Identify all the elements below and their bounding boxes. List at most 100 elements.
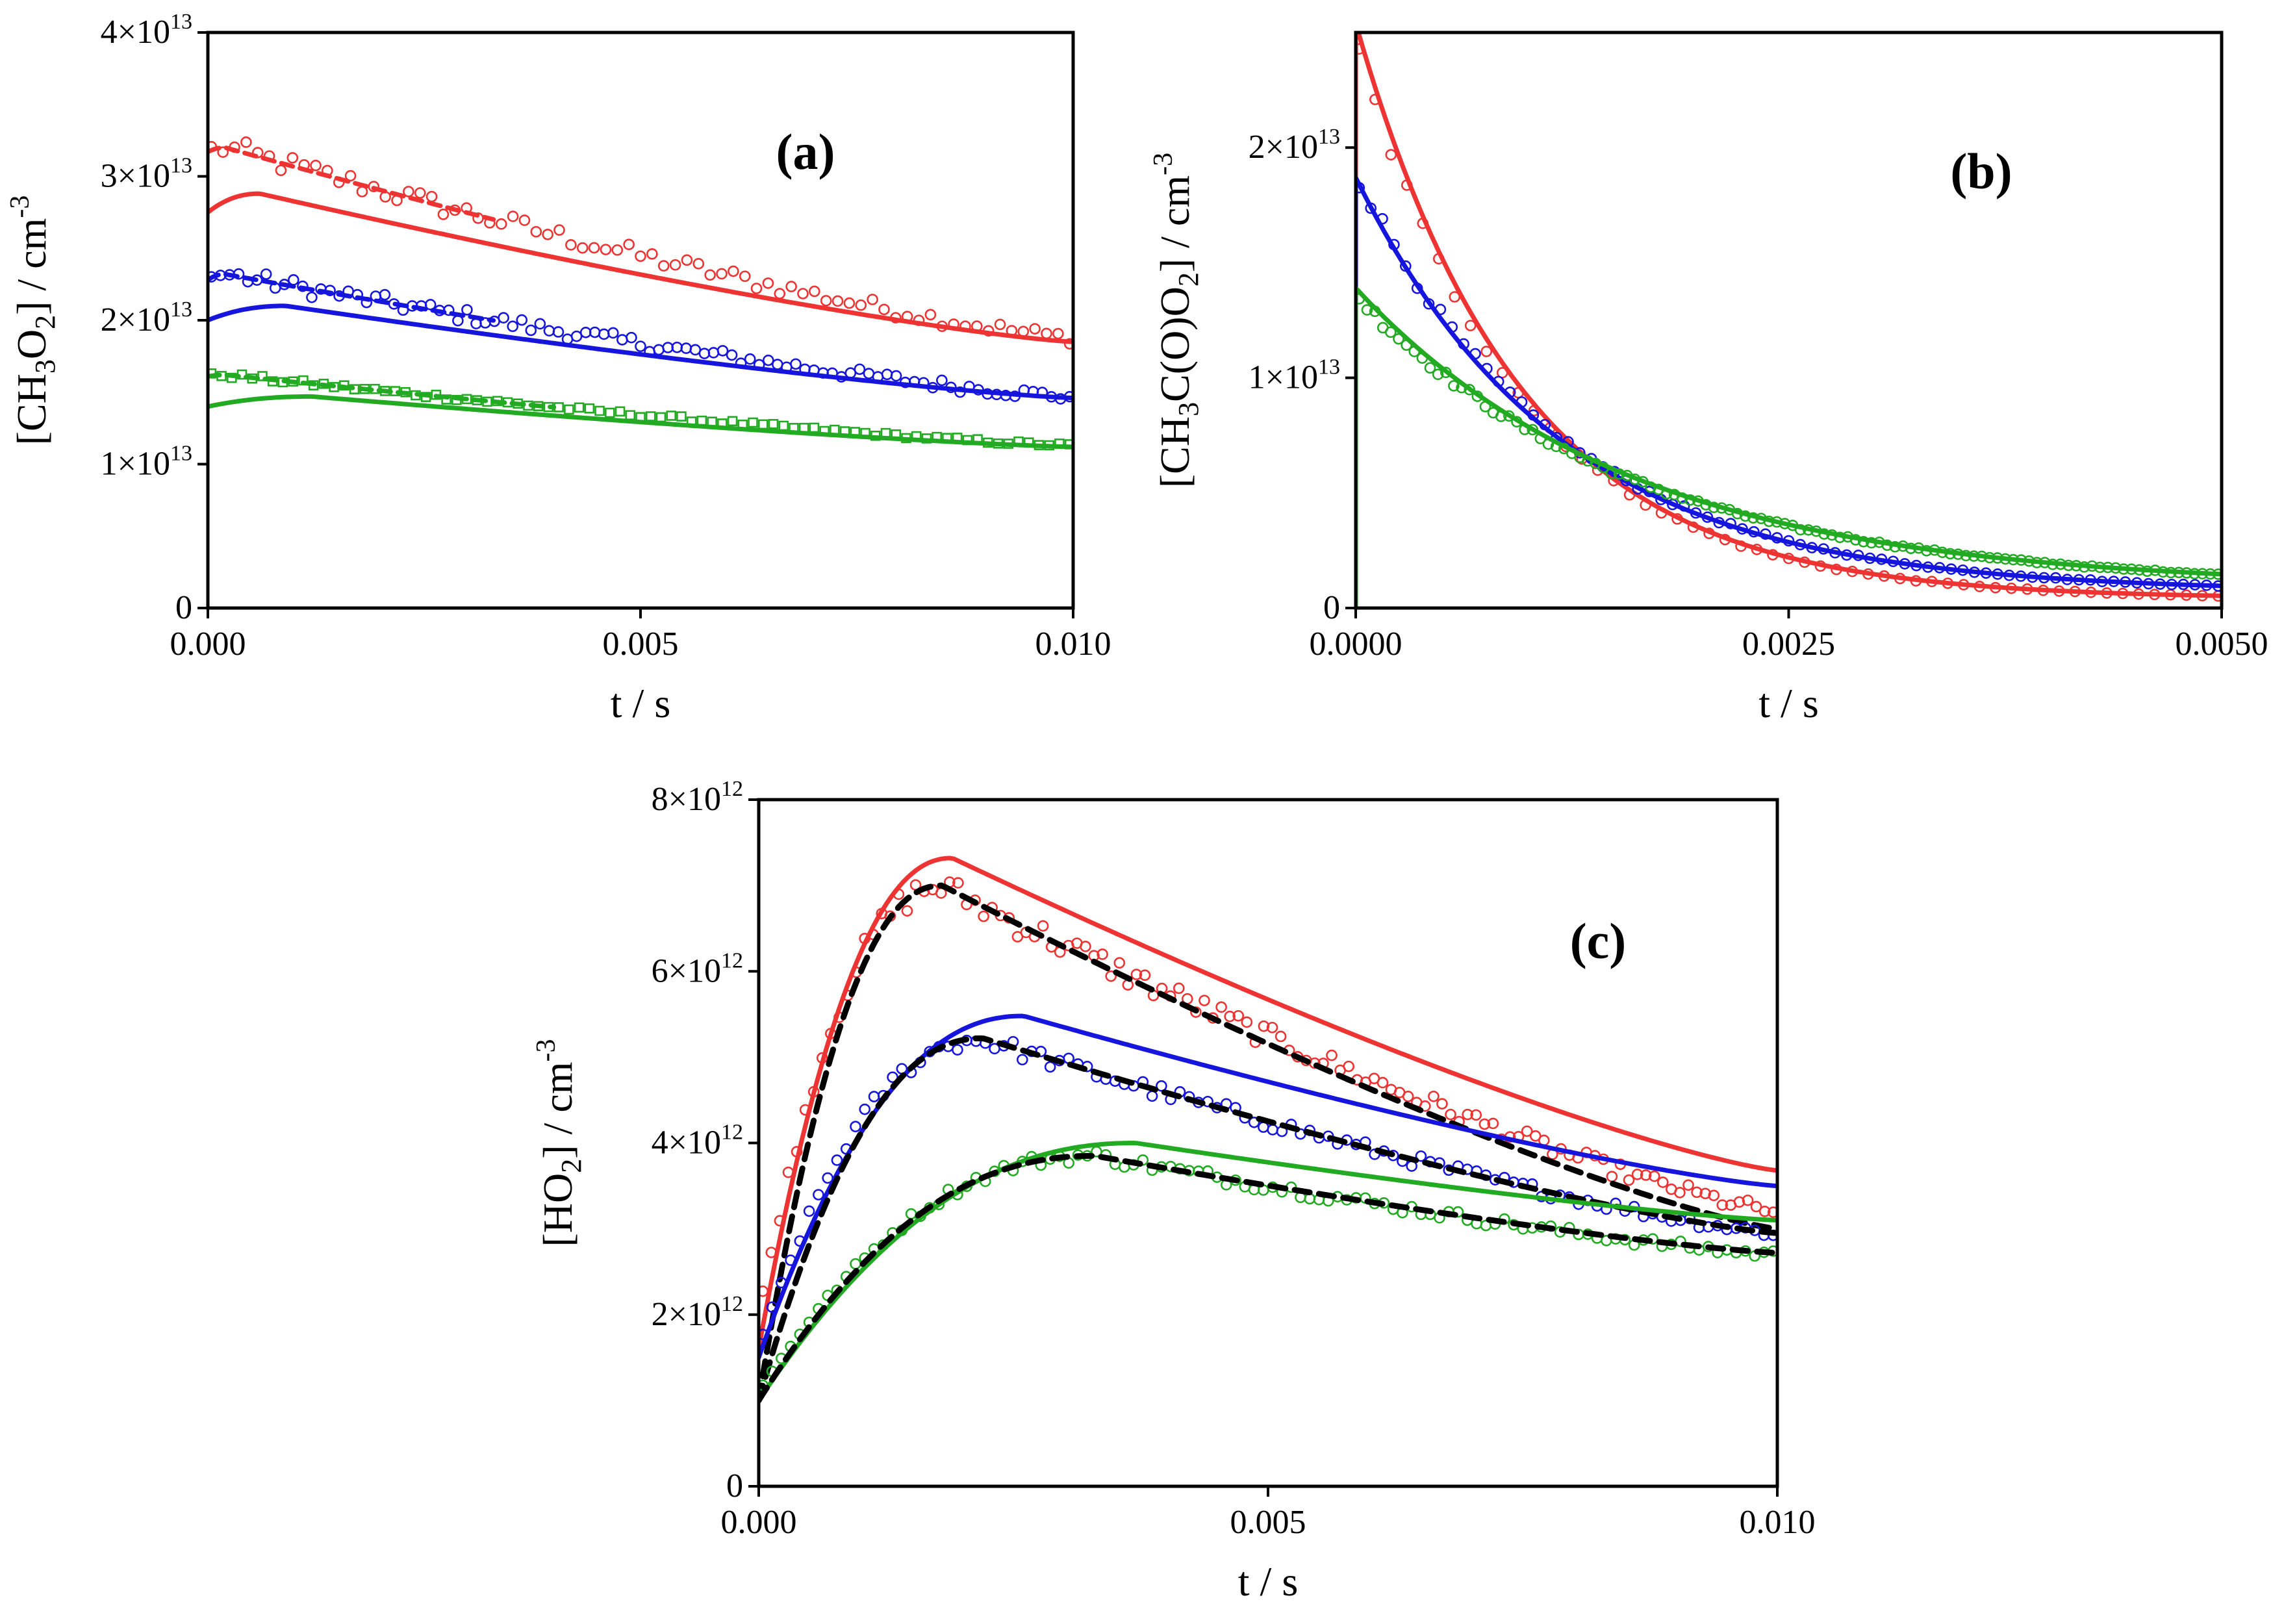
data-point-red-data <box>495 218 507 230</box>
data-point-red-data <box>2133 588 2145 600</box>
data-point-blue-data <box>662 342 674 353</box>
data-point-green-data <box>1448 380 1460 392</box>
panel-b: 0.0000 0.0025 0.0050 0 1×1013 2×1013 t / s [CH3… <box>1148 31 2268 726</box>
x-axis-title: t / s <box>1758 680 1818 726</box>
y-tick-label: 0 <box>1323 589 1340 626</box>
data-point-red-data <box>809 285 820 298</box>
data-point-green-data <box>1952 548 1964 560</box>
data-point-green-data <box>921 433 932 444</box>
data-point-blue-data <box>2096 576 2108 588</box>
data-point-green-data <box>2047 559 2059 570</box>
data-point-red-data <box>1343 1060 1354 1072</box>
data-point-red-data <box>1029 323 1041 335</box>
data-point-red-data <box>890 312 902 324</box>
data-point-red-data <box>1097 948 1108 960</box>
data-point-red-data <box>2085 587 2097 598</box>
data-point-green-data <box>2031 557 2043 568</box>
data-point-green-data <box>298 375 309 386</box>
data-point-blue-data <box>859 1103 871 1115</box>
data-point-green-data <box>1708 501 1720 513</box>
plot-area <box>759 856 1777 1404</box>
data-point-red-data <box>1640 1169 1652 1181</box>
data-point-red-data <box>782 1166 794 1178</box>
plot-area <box>208 136 1073 451</box>
data-point-blue-data <box>516 314 528 326</box>
data-point-blue-data <box>1992 568 2003 580</box>
data-point-red-data <box>1767 549 1779 561</box>
data-point-green-data <box>942 433 952 444</box>
data-point-green-data <box>400 387 411 398</box>
data-point-red-data <box>1462 1108 1473 1121</box>
data-point-green-data <box>901 433 911 444</box>
data-point-red-data <box>924 309 937 321</box>
data-point-red-data <box>1232 1009 1245 1022</box>
data-point-blue-data <box>470 318 482 329</box>
data-point-red-data <box>1878 570 1890 582</box>
data-point-red-data <box>484 217 496 229</box>
data-point-green-data <box>1519 424 1530 435</box>
data-point-green-data <box>411 390 421 401</box>
data-point-blue-data <box>1968 566 1981 578</box>
data-point-red-data <box>1671 513 1683 525</box>
data-point-green-data <box>1558 442 1570 455</box>
data-point-blue-data <box>1492 375 1504 388</box>
data-point-blue-data <box>598 328 610 340</box>
data-point-green-data <box>2094 561 2106 574</box>
data-point-green-data <box>737 419 748 430</box>
data-point-red-data <box>1173 982 1185 995</box>
data-point-red-data <box>1478 1118 1491 1130</box>
data-point-green-data <box>2165 566 2177 579</box>
data-point-red-data <box>461 202 472 214</box>
series-line-red-model <box>759 856 1777 1352</box>
data-point-red-data <box>1894 572 1906 585</box>
data-point-red-data <box>2005 582 2018 594</box>
data-point-red-data <box>913 314 925 326</box>
data-point-blue-data <box>297 280 309 292</box>
data-point-blue-data <box>698 348 711 359</box>
data-point-green-data <box>1054 438 1065 449</box>
data-point-blue-data <box>1957 564 1969 576</box>
data-point-green-data <box>1550 440 1562 453</box>
data-point-red-data <box>2037 584 2049 596</box>
data-point-red-data <box>1733 1196 1745 1208</box>
data-point-blue-data <box>1759 528 1771 540</box>
data-point-blue-data <box>790 358 802 370</box>
data-point-red-data <box>1973 581 1986 592</box>
data-point-green-data <box>370 383 380 394</box>
data-point-green-data <box>2141 565 2153 577</box>
panel-a: 0.000 0.005 0.010 0 1×1013 2×1013 3×1013 4×1013… <box>5 10 1111 726</box>
data-point-blue-data <box>461 304 473 316</box>
data-point-red-data <box>263 150 275 162</box>
data-point-red-data <box>1402 1091 1414 1102</box>
data-point-blue-data <box>772 359 783 370</box>
data-point-green-data <box>1834 531 1846 544</box>
data-point-green-data <box>1929 544 1940 556</box>
data-point-red-data <box>507 210 519 222</box>
data-point-blue-data <box>680 342 692 354</box>
data-point-red-data <box>1910 575 1922 587</box>
data-point-red-data <box>1708 1189 1720 1202</box>
data-point-red-data <box>1655 507 1668 519</box>
data-point-blue-data <box>1356 182 1365 194</box>
data-point-green-data <box>1866 537 1877 549</box>
data-point-green-data <box>1912 542 1925 554</box>
y-axis-title: [HO2] / cm-3 <box>531 1039 587 1247</box>
data-point-green-data <box>1700 499 1712 511</box>
data-point-green-data <box>870 430 881 441</box>
data-point-blue-data <box>762 354 774 366</box>
data-point-red-data <box>379 191 391 203</box>
data-point-blue-data <box>1818 543 1829 555</box>
data-point-red-data <box>2148 589 2161 600</box>
data-point-green-data <box>2189 568 2201 579</box>
data-point-green-data <box>216 371 227 381</box>
data-point-blue-data <box>1036 387 1048 398</box>
data-point-blue-data <box>759 1328 769 1340</box>
data-point-green-data <box>778 420 789 431</box>
data-point-red-data <box>1432 253 1445 265</box>
data-point-blue-data <box>653 344 665 356</box>
data-point-blue-data <box>2142 577 2155 590</box>
data-point-blue-data <box>1794 539 1807 551</box>
data-point-blue-data <box>251 274 263 286</box>
data-point-green-data <box>989 1165 1000 1177</box>
data-point-red-data <box>2180 589 2192 601</box>
